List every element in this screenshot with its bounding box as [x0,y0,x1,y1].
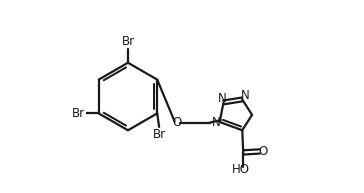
Text: Br: Br [153,128,166,141]
Text: Br: Br [122,35,135,48]
Text: O: O [258,145,268,158]
Text: HO: HO [232,163,250,176]
Text: N: N [241,89,250,102]
Text: N: N [218,92,226,105]
Text: O: O [173,116,182,129]
Text: N: N [212,117,221,130]
Text: Br: Br [72,107,85,120]
